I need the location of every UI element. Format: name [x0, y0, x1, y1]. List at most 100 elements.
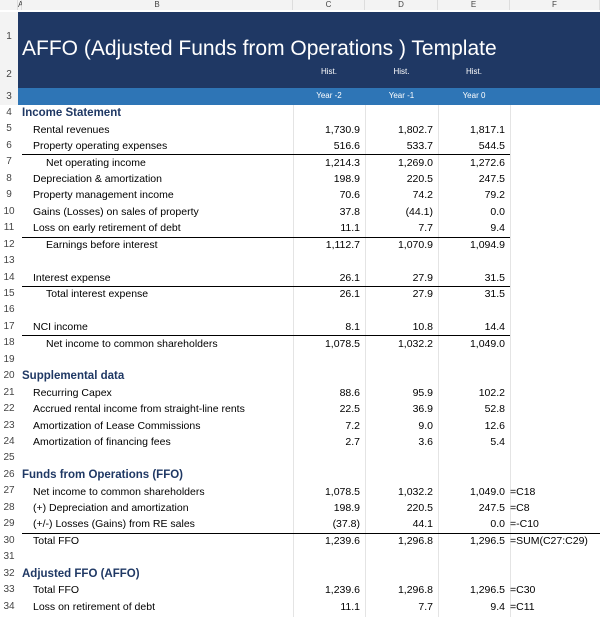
row-number: 7 — [6, 156, 12, 168]
row-number: 26 — [3, 468, 15, 480]
row-label: Interest expense — [33, 271, 111, 284]
row-number: 3 — [0, 88, 18, 105]
grid-line — [365, 105, 366, 617]
cell-value: 1,296.8 — [397, 584, 433, 597]
row-label: Total interest expense — [46, 288, 149, 301]
cell-value: 31.5 — [484, 271, 505, 284]
cell-border — [22, 285, 510, 287]
row-number: 18 — [3, 337, 15, 349]
cell-value: 533.7 — [406, 140, 433, 153]
row-number: 23 — [3, 419, 15, 431]
cell-value: 74.2 — [412, 189, 433, 202]
cell-value: 247.5 — [478, 502, 505, 515]
cell-value: 0.0 — [490, 205, 505, 218]
column-header: B — [22, 0, 293, 10]
cell-value: 14.4 — [484, 321, 505, 334]
cell-value: 11.1 — [340, 600, 360, 613]
row-number: 14 — [3, 271, 15, 283]
cell-value: 544.5 — [478, 140, 505, 153]
cell-value: 1,296.5 — [469, 534, 505, 547]
column-label: Year 0 — [462, 90, 486, 100]
row-label: Loss on retirement of debt — [33, 600, 155, 613]
cell-value: 220.5 — [406, 173, 433, 186]
cell-value: 1,269.0 — [397, 156, 433, 169]
row-label: Loss on early retirement of debt — [33, 222, 181, 235]
cell-value: 79.2 — [484, 189, 505, 202]
row-number: 9 — [6, 189, 12, 201]
row-label: Earnings before interest — [46, 238, 158, 251]
cell-value: 1,214.3 — [324, 156, 360, 169]
row-number: 21 — [3, 386, 15, 398]
row-label: (+) Depreciation and amortization — [33, 502, 189, 515]
cell-value: 198.9 — [333, 502, 360, 515]
cell-value: 3.6 — [418, 436, 433, 449]
row-number: 15 — [3, 287, 15, 299]
cell-border — [22, 236, 510, 238]
cell-value: 220.5 — [406, 502, 433, 515]
column-label: Year -2 — [316, 90, 342, 100]
row-number: 34 — [3, 600, 15, 612]
row-label: NCI income — [33, 321, 88, 334]
cell-value: 247.5 — [478, 173, 505, 186]
row-number: 30 — [3, 534, 15, 546]
row-number: 32 — [3, 567, 15, 579]
cell-value: 88.6 — [339, 386, 360, 399]
grid-line — [293, 105, 294, 617]
column-label: Hist. — [321, 67, 337, 76]
section-header: Income Statement — [22, 107, 122, 120]
cell-value: 1,239.6 — [324, 584, 360, 597]
row-number: 27 — [3, 485, 15, 497]
cell-value: 22.5 — [339, 403, 360, 416]
row-number: 16 — [3, 304, 15, 316]
cell-value: 1,049.0 — [469, 337, 505, 350]
cell-value: 44.1 — [412, 518, 433, 531]
row-number: 13 — [3, 255, 15, 267]
section-header: Adjusted FFO (AFFO) — [22, 567, 140, 580]
sheet-title: AFFO (Adjusted Funds from Operations ) T… — [22, 37, 497, 60]
column-header: A — [18, 0, 24, 10]
row-number: 24 — [3, 436, 15, 447]
row-label: Property operating expenses — [33, 140, 168, 153]
row-number: 6 — [6, 139, 12, 151]
cell-value: 0.0 — [490, 518, 505, 531]
cell-value: 9.0 — [418, 419, 433, 432]
header-band — [18, 88, 600, 105]
cell-value: 1,272.6 — [469, 156, 505, 169]
title-band — [18, 12, 600, 88]
cell-value: 11.1 — [340, 222, 360, 235]
section-header: Supplemental data — [22, 370, 125, 383]
cell-value: 1,239.6 — [324, 534, 360, 547]
cell-value: 1,094.9 — [469, 238, 505, 251]
formula: =SUM(C27:C29) — [510, 534, 588, 547]
row-number: 8 — [6, 172, 12, 184]
formula: =C18 — [510, 485, 536, 498]
row-number: 33 — [3, 584, 15, 596]
row-number: 11 — [3, 222, 15, 234]
row-number: 22 — [3, 403, 15, 415]
cell-value: 198.9 — [333, 173, 360, 186]
cell-value: 1,070.9 — [397, 238, 433, 251]
row-number: 20 — [3, 370, 15, 382]
cell-value: 10.8 — [412, 321, 433, 334]
cell-border — [22, 532, 600, 534]
cell-value: 1,296.8 — [397, 534, 433, 547]
row-label: Property management income — [33, 189, 174, 202]
row-label: Amortization of financing fees — [33, 436, 171, 449]
column-header: F — [510, 0, 600, 10]
column-header: D — [365, 0, 438, 10]
cell-value: 7.2 — [345, 419, 360, 432]
cell-value: 27.9 — [412, 288, 433, 301]
row-label: Net income to common shareholders — [33, 485, 205, 498]
cell-value: 26.1 — [339, 288, 360, 301]
column-label: Year -1 — [388, 90, 415, 100]
row-label: Net income to common shareholders — [46, 337, 218, 350]
row-number: 12 — [3, 238, 15, 250]
formula: =C30 — [510, 584, 536, 597]
row-label: Amortization of Lease Commissions — [33, 419, 201, 432]
row-number: 1 — [0, 12, 18, 62]
row-number: 10 — [3, 205, 15, 217]
row-number: 4 — [6, 107, 12, 118]
column-label: Hist. — [393, 67, 410, 76]
row-label: (+/-) Losses (Gains) from RE sales — [33, 518, 195, 531]
